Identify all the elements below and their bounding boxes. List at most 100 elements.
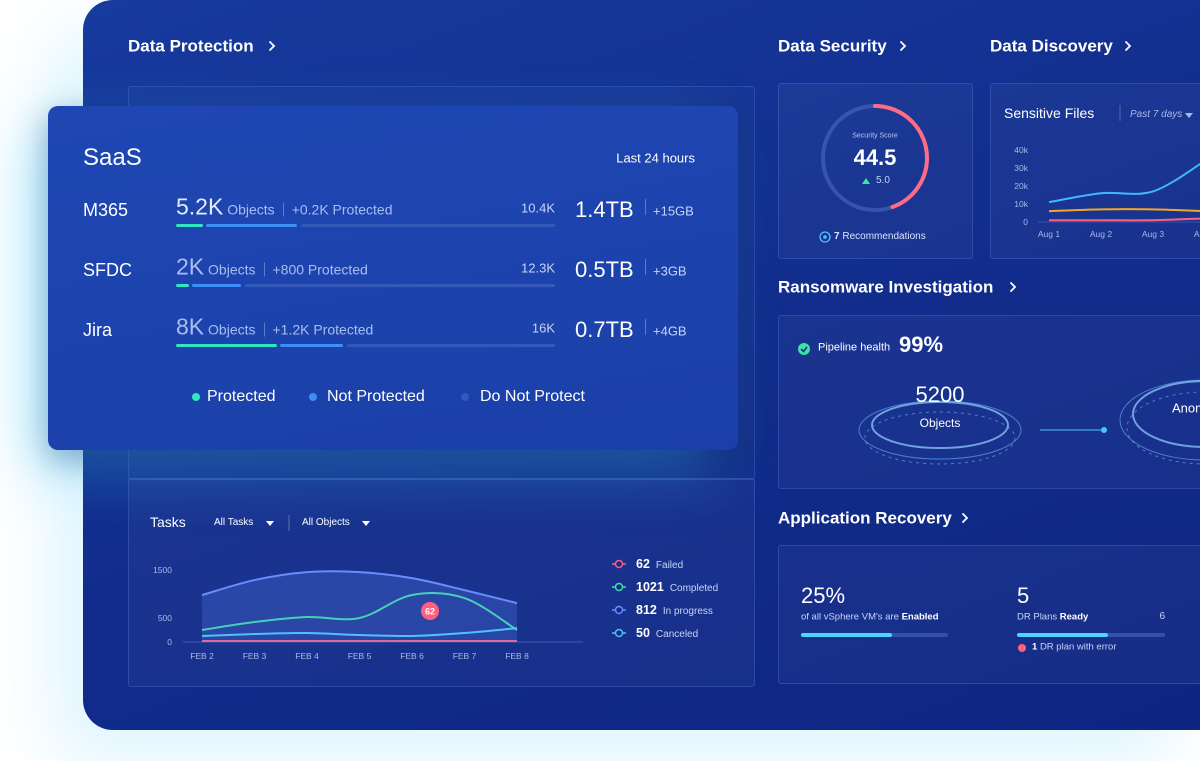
score-change: 5.0 xyxy=(876,175,890,186)
section-title[interactable]: Data Discovery xyxy=(990,36,1113,56)
x-tick-label: Aug 2 xyxy=(1090,229,1112,239)
ring xyxy=(858,400,1022,460)
separator xyxy=(645,319,646,335)
series-line xyxy=(201,570,518,605)
legend-entry: 812 In progress xyxy=(636,603,713,617)
enabled-text: of all vSphere VM's are Enabled xyxy=(801,612,939,622)
tasks-panel xyxy=(128,478,755,687)
x-tick-label: FEB 5 xyxy=(348,651,372,661)
section-title[interactable]: Ransomware Investigation xyxy=(778,277,994,297)
section-title[interactable]: Data Security xyxy=(778,36,887,56)
recommendations-count: 7 xyxy=(834,231,840,242)
error-text: 1 DR plan with error xyxy=(1032,642,1117,652)
objects-label: Objects xyxy=(227,201,275,218)
error-count: 1 xyxy=(1032,641,1038,653)
legend-label: Failed xyxy=(656,560,683,571)
ring xyxy=(1119,379,1200,461)
legend-label: Not Protected xyxy=(327,388,425,405)
progress-fill xyxy=(1017,633,1108,637)
objects-label: Objects xyxy=(208,321,256,338)
legend-marker xyxy=(614,559,624,569)
legend-dot xyxy=(461,393,469,401)
progress-segment xyxy=(245,284,555,287)
section-title[interactable]: Application Recovery xyxy=(778,508,952,528)
objects-count: 5.2K xyxy=(176,193,224,220)
chevron xyxy=(962,513,969,523)
y-tick-label: 500 xyxy=(158,613,172,623)
chevron xyxy=(1010,282,1017,292)
x-tick-label: FEB 4 xyxy=(295,651,319,661)
x-tick-label: Aug 1 xyxy=(1038,229,1060,239)
objects-count: 8K xyxy=(176,313,205,340)
annotation: 62 xyxy=(425,607,435,617)
filter[interactable]: All Objects xyxy=(302,517,350,528)
y-tick-label: 30k xyxy=(1014,163,1028,173)
recovery-panel xyxy=(778,545,1200,684)
legend-marker xyxy=(614,605,624,615)
legend-count: 50 xyxy=(636,626,650,640)
row-objects: 5.2K Objects +0.2K Protected xyxy=(176,193,393,220)
progress-segment xyxy=(176,284,189,287)
legend-count: 1021 xyxy=(636,580,664,594)
saas-card[interactable]: SaaS Last 24 hours M365 5.2K Objects +0.2K… xyxy=(48,106,738,450)
objects-label: Objects xyxy=(208,261,256,278)
protected: +0.2K Protected xyxy=(291,201,393,218)
dr-word: Ready xyxy=(1059,611,1089,623)
separator xyxy=(645,199,646,215)
ransomware-panel xyxy=(778,315,1200,489)
x-tick-label: FEB 7 xyxy=(453,651,477,661)
row-size: 1.4TB xyxy=(575,197,634,222)
series-line xyxy=(1048,162,1200,204)
protected: +1.2K Protected xyxy=(272,321,374,338)
chevron xyxy=(1125,41,1132,51)
series-line xyxy=(1048,217,1200,222)
x-tick-label: FEB 8 xyxy=(505,651,529,661)
legend-entry: 62 Failed xyxy=(636,557,683,571)
dr-text: DR Plans Ready xyxy=(1017,612,1088,622)
x-tick-label: Aug 3 xyxy=(1142,229,1164,239)
dropdown-caret[interactable] xyxy=(266,521,274,526)
card-title: SaaS xyxy=(83,144,142,171)
dropdown-caret[interactable] xyxy=(1185,113,1193,118)
legend-label: In progress xyxy=(663,606,713,617)
enabled-word: Enabled xyxy=(901,611,939,623)
section-title[interactable]: Data Protection xyxy=(128,36,254,56)
area xyxy=(202,571,517,642)
chart-title: Sensitive Files xyxy=(1004,105,1095,121)
row-total: 10.4K xyxy=(521,200,555,216)
separator xyxy=(263,322,265,337)
period-filter[interactable]: Past 7 days xyxy=(1130,109,1183,120)
info-icon xyxy=(819,231,831,243)
connector-dot xyxy=(1101,427,1107,433)
up-arrow xyxy=(862,178,870,184)
progress-segment xyxy=(176,224,203,227)
filter[interactable]: All Tasks xyxy=(214,517,254,528)
row-objects: 8K Objects +1.2K Protected xyxy=(176,313,374,340)
y-tick-label: 40k xyxy=(1014,145,1028,155)
error-icon xyxy=(1018,644,1026,652)
recommendations[interactable]: 7 Recommendations xyxy=(834,232,926,242)
anomalies-label: Anomalies xyxy=(1172,400,1200,416)
legend-entry: 1021 Completed xyxy=(636,580,718,594)
row-name: SFDC xyxy=(83,260,132,280)
x-tick-label: Aug 4 xyxy=(1194,229,1200,239)
row-delta: +4GB xyxy=(653,323,687,339)
dropdown-caret[interactable] xyxy=(362,521,370,526)
score-arc xyxy=(821,104,929,212)
ring xyxy=(1126,391,1200,465)
legend-count: 62 xyxy=(636,557,650,571)
pipeline-label: Pipeline health xyxy=(818,341,891,354)
ring xyxy=(871,401,1009,449)
series-line xyxy=(201,627,518,638)
progress-segment xyxy=(206,224,297,227)
row-delta: +15GB xyxy=(653,203,694,219)
series-line xyxy=(201,591,518,631)
dr-value: 5 xyxy=(1017,583,1030,608)
row-size: 0.7TB xyxy=(575,317,634,342)
y-tick-label: 1500 xyxy=(153,565,172,575)
x-tick-label: FEB 3 xyxy=(243,651,267,661)
recommendations-label: Recommendations xyxy=(842,231,926,242)
security-panel xyxy=(778,83,973,259)
progress-segment xyxy=(347,344,555,347)
